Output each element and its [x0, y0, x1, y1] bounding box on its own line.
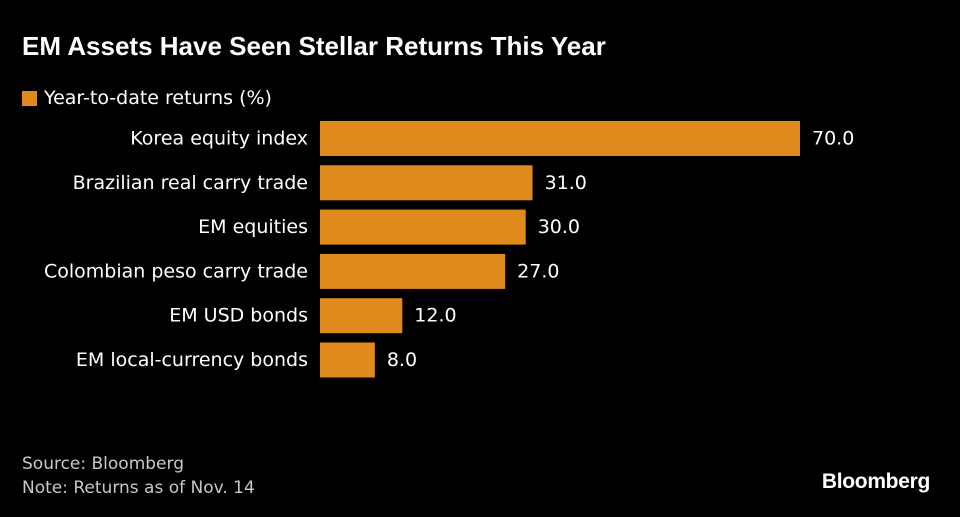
footer: Source: Bloomberg Note: Returns as of No…	[22, 452, 255, 500]
value-label: 8.0	[387, 349, 417, 371]
value-label: 31.0	[545, 172, 587, 194]
source-note: Source: Bloomberg	[22, 454, 184, 474]
value-label: 70.0	[812, 128, 854, 150]
legend: Year-to-date returns (%)	[22, 85, 272, 111]
category-label: Korea equity index	[130, 128, 308, 150]
bar	[320, 165, 533, 201]
category-label: Brazilian real carry trade	[73, 172, 308, 194]
bar	[320, 298, 403, 334]
bar	[320, 121, 800, 156]
category-label: EM USD bonds	[169, 305, 308, 327]
value-label: 27.0	[517, 260, 559, 282]
category-label: EM equities	[198, 216, 308, 238]
category-label: EM local-currency bonds	[76, 349, 308, 371]
bar	[320, 253, 506, 289]
chart-title: EM Assets Have Seen Stellar Returns This…	[22, 31, 606, 61]
legend-label: Year-to-date returns (%)	[44, 87, 272, 109]
bar	[320, 209, 526, 245]
value-label: 30.0	[538, 216, 580, 238]
category-label: Colombian peso carry trade	[44, 260, 308, 282]
value-label: 12.0	[414, 305, 456, 327]
bar	[320, 342, 375, 378]
returns-note: Note: Returns as of Nov. 14	[22, 478, 255, 498]
legend-swatch	[22, 90, 37, 106]
bloomberg-logo: Bloomberg	[821, 470, 930, 493]
